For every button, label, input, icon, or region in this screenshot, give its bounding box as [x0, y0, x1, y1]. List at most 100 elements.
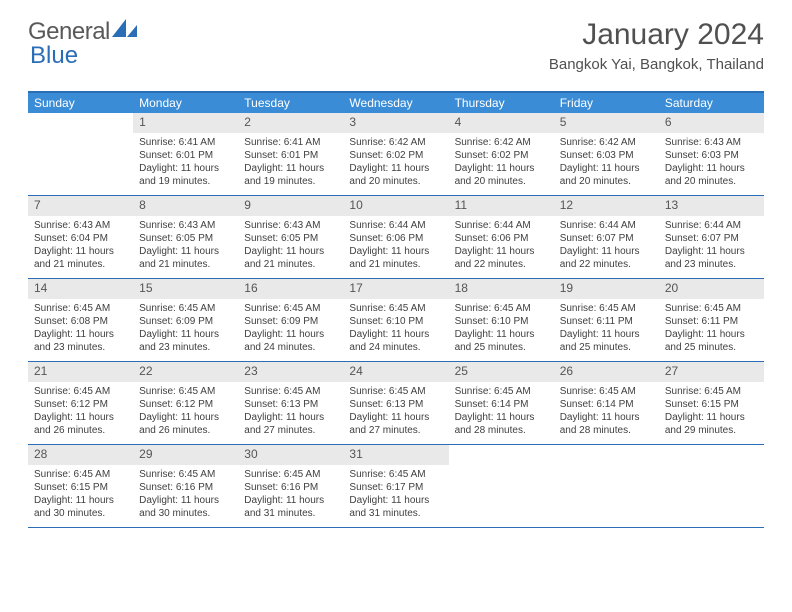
day-number: 16 — [238, 279, 343, 299]
sunset-line: Sunset: 6:02 PM — [455, 149, 548, 162]
day-number: 12 — [554, 196, 659, 216]
day-cell: 26Sunrise: 6:45 AMSunset: 6:14 PMDayligh… — [554, 362, 659, 444]
sunrise-line: Sunrise: 6:42 AM — [455, 136, 548, 149]
sunrise-line: Sunrise: 6:45 AM — [244, 302, 337, 315]
day-body: Sunrise: 6:45 AMSunset: 6:09 PMDaylight:… — [238, 299, 343, 360]
brand-name-b: Blue — [30, 42, 78, 70]
day-cell: 7Sunrise: 6:43 AMSunset: 6:04 PMDaylight… — [28, 196, 133, 278]
sunrise-line: Sunrise: 6:41 AM — [244, 136, 337, 149]
sunrise-line: Sunrise: 6:45 AM — [665, 302, 758, 315]
sunset-line: Sunset: 6:13 PM — [244, 398, 337, 411]
day-number: 13 — [659, 196, 764, 216]
daylight-line: Daylight: 11 hours and 28 minutes. — [560, 411, 653, 437]
day-body: Sunrise: 6:41 AMSunset: 6:01 PMDaylight:… — [238, 133, 343, 194]
sunset-line: Sunset: 6:17 PM — [349, 481, 442, 494]
sunset-line: Sunset: 6:10 PM — [349, 315, 442, 328]
sunset-line: Sunset: 6:16 PM — [244, 481, 337, 494]
day-body: Sunrise: 6:42 AMSunset: 6:02 PMDaylight:… — [343, 133, 448, 194]
daylight-line: Daylight: 11 hours and 22 minutes. — [455, 245, 548, 271]
dow-header-cell: Monday — [133, 93, 238, 113]
sunrise-line: Sunrise: 6:45 AM — [349, 468, 442, 481]
day-cell: 31Sunrise: 6:45 AMSunset: 6:17 PMDayligh… — [343, 445, 448, 527]
brand-sail-icon — [112, 18, 138, 46]
day-cell: 10Sunrise: 6:44 AMSunset: 6:06 PMDayligh… — [343, 196, 448, 278]
sunrise-line: Sunrise: 6:45 AM — [34, 385, 127, 398]
sunset-line: Sunset: 6:08 PM — [34, 315, 127, 328]
sunrise-line: Sunrise: 6:43 AM — [139, 219, 232, 232]
day-number: 1 — [133, 113, 238, 133]
page-header: General January 2024 Bangkok Yai, Bangko… — [28, 18, 764, 73]
day-cell: 17Sunrise: 6:45 AMSunset: 6:10 PMDayligh… — [343, 279, 448, 361]
daylight-line: Daylight: 11 hours and 21 minutes. — [139, 245, 232, 271]
day-cell-empty — [659, 445, 764, 527]
sunset-line: Sunset: 6:01 PM — [244, 149, 337, 162]
sunset-line: Sunset: 6:11 PM — [560, 315, 653, 328]
day-body: Sunrise: 6:45 AMSunset: 6:11 PMDaylight:… — [554, 299, 659, 360]
sunset-line: Sunset: 6:09 PM — [139, 315, 232, 328]
day-number: 24 — [343, 362, 448, 382]
daylight-line: Daylight: 11 hours and 26 minutes. — [34, 411, 127, 437]
daylight-line: Daylight: 11 hours and 25 minutes. — [455, 328, 548, 354]
day-body: Sunrise: 6:42 AMSunset: 6:03 PMDaylight:… — [554, 133, 659, 194]
sunset-line: Sunset: 6:09 PM — [244, 315, 337, 328]
day-cell: 19Sunrise: 6:45 AMSunset: 6:11 PMDayligh… — [554, 279, 659, 361]
sunrise-line: Sunrise: 6:45 AM — [34, 302, 127, 315]
day-cell: 15Sunrise: 6:45 AMSunset: 6:09 PMDayligh… — [133, 279, 238, 361]
daylight-line: Daylight: 11 hours and 31 minutes. — [244, 494, 337, 520]
title-block: January 2024 Bangkok Yai, Bangkok, Thail… — [549, 18, 764, 73]
day-number: 25 — [449, 362, 554, 382]
day-body: Sunrise: 6:45 AMSunset: 6:14 PMDaylight:… — [449, 382, 554, 443]
sunset-line: Sunset: 6:11 PM — [665, 315, 758, 328]
day-body: Sunrise: 6:45 AMSunset: 6:08 PMDaylight:… — [28, 299, 133, 360]
day-number: 5 — [554, 113, 659, 133]
day-number: 8 — [133, 196, 238, 216]
day-cell-empty — [449, 445, 554, 527]
sunset-line: Sunset: 6:03 PM — [560, 149, 653, 162]
day-number: 28 — [28, 445, 133, 465]
dow-header-cell: Friday — [554, 93, 659, 113]
daylight-line: Daylight: 11 hours and 19 minutes. — [139, 162, 232, 188]
sunset-line: Sunset: 6:01 PM — [139, 149, 232, 162]
day-number: 22 — [133, 362, 238, 382]
day-cell: 8Sunrise: 6:43 AMSunset: 6:05 PMDaylight… — [133, 196, 238, 278]
daylight-line: Daylight: 11 hours and 21 minutes. — [34, 245, 127, 271]
day-body: Sunrise: 6:44 AMSunset: 6:07 PMDaylight:… — [554, 216, 659, 277]
sunset-line: Sunset: 6:15 PM — [665, 398, 758, 411]
day-body: Sunrise: 6:43 AMSunset: 6:05 PMDaylight:… — [238, 216, 343, 277]
day-body: Sunrise: 6:45 AMSunset: 6:13 PMDaylight:… — [238, 382, 343, 443]
sunrise-line: Sunrise: 6:45 AM — [560, 385, 653, 398]
daylight-line: Daylight: 11 hours and 24 minutes. — [244, 328, 337, 354]
sunset-line: Sunset: 6:14 PM — [560, 398, 653, 411]
sunrise-line: Sunrise: 6:43 AM — [34, 219, 127, 232]
day-number: 18 — [449, 279, 554, 299]
day-body: Sunrise: 6:43 AMSunset: 6:03 PMDaylight:… — [659, 133, 764, 194]
dow-header-row: SundayMondayTuesdayWednesdayThursdayFrid… — [28, 93, 764, 113]
day-body: Sunrise: 6:45 AMSunset: 6:15 PMDaylight:… — [659, 382, 764, 443]
sunrise-line: Sunrise: 6:43 AM — [665, 136, 758, 149]
daylight-line: Daylight: 11 hours and 20 minutes. — [560, 162, 653, 188]
day-number: 29 — [133, 445, 238, 465]
day-body: Sunrise: 6:45 AMSunset: 6:12 PMDaylight:… — [133, 382, 238, 443]
daylight-line: Daylight: 11 hours and 26 minutes. — [139, 411, 232, 437]
daylight-line: Daylight: 11 hours and 25 minutes. — [665, 328, 758, 354]
day-cell: 12Sunrise: 6:44 AMSunset: 6:07 PMDayligh… — [554, 196, 659, 278]
sunrise-line: Sunrise: 6:45 AM — [139, 302, 232, 315]
sunrise-line: Sunrise: 6:45 AM — [34, 468, 127, 481]
day-body: Sunrise: 6:41 AMSunset: 6:01 PMDaylight:… — [133, 133, 238, 194]
day-body: Sunrise: 6:45 AMSunset: 6:14 PMDaylight:… — [554, 382, 659, 443]
daylight-line: Daylight: 11 hours and 28 minutes. — [455, 411, 548, 437]
dow-header-cell: Sunday — [28, 93, 133, 113]
day-cell-empty — [554, 445, 659, 527]
day-cell: 14Sunrise: 6:45 AMSunset: 6:08 PMDayligh… — [28, 279, 133, 361]
sunrise-line: Sunrise: 6:45 AM — [244, 385, 337, 398]
sunrise-line: Sunrise: 6:45 AM — [349, 385, 442, 398]
sunrise-line: Sunrise: 6:45 AM — [244, 468, 337, 481]
day-cell: 21Sunrise: 6:45 AMSunset: 6:12 PMDayligh… — [28, 362, 133, 444]
week-row: 21Sunrise: 6:45 AMSunset: 6:12 PMDayligh… — [28, 362, 764, 445]
sunset-line: Sunset: 6:03 PM — [665, 149, 758, 162]
sunset-line: Sunset: 6:05 PM — [244, 232, 337, 245]
daylight-line: Daylight: 11 hours and 25 minutes. — [560, 328, 653, 354]
day-cell: 5Sunrise: 6:42 AMSunset: 6:03 PMDaylight… — [554, 113, 659, 195]
daylight-line: Daylight: 11 hours and 27 minutes. — [244, 411, 337, 437]
day-cell: 20Sunrise: 6:45 AMSunset: 6:11 PMDayligh… — [659, 279, 764, 361]
